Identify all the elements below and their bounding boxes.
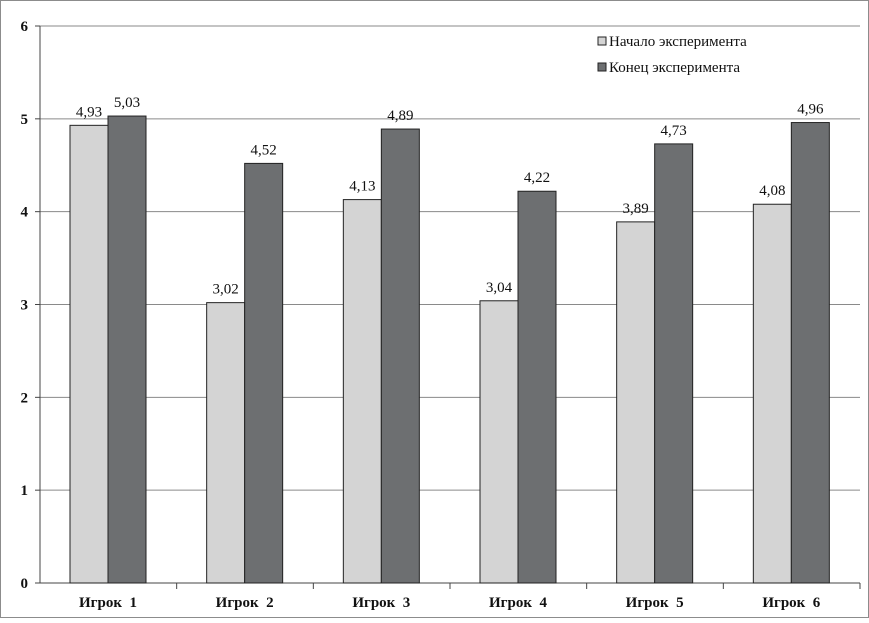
legend-swatch	[597, 36, 607, 46]
data-label: 4,96	[797, 102, 824, 118]
legend-label: Конец эксперимента	[609, 60, 740, 76]
data-label: 3,04	[486, 280, 513, 296]
bar	[790, 122, 830, 584]
y-tick-label: 6	[21, 19, 29, 35]
y-tick-label: 5	[21, 112, 29, 128]
x-tick-label: Игрок 3	[352, 595, 410, 611]
data-label: 3,89	[623, 201, 649, 217]
x-tick-label: Игрок 4	[489, 595, 547, 611]
data-label: 4,89	[387, 108, 413, 124]
bar	[654, 143, 694, 584]
x-tick-label: Игрок 2	[216, 595, 274, 611]
bar	[517, 190, 557, 584]
data-label: 3,02	[213, 282, 239, 298]
y-tick-label: 4	[21, 205, 29, 221]
bar	[206, 302, 246, 584]
bar	[380, 128, 420, 584]
y-tick-label: 3	[21, 298, 29, 314]
bar	[244, 162, 284, 584]
data-label: 4,22	[524, 170, 550, 186]
bar	[107, 115, 147, 584]
x-tick-label: Игрок 6	[762, 595, 820, 611]
x-tick-label: Игрок 5	[626, 595, 684, 611]
data-label: 4,08	[759, 183, 785, 199]
legend-swatch	[597, 62, 607, 72]
data-label: 5,03	[114, 95, 140, 111]
legend-label: Начало эксперимента	[609, 34, 747, 50]
bar	[69, 124, 109, 584]
data-label: 4,52	[251, 142, 277, 158]
bar	[616, 221, 656, 584]
y-tick-label: 2	[21, 390, 29, 406]
bar	[479, 300, 519, 584]
data-label: 4,13	[349, 179, 375, 195]
bar	[342, 199, 382, 584]
bar	[752, 203, 792, 584]
data-label: 4,73	[661, 123, 687, 139]
y-tick-label: 1	[21, 483, 29, 499]
data-label: 4,93	[76, 104, 102, 120]
y-tick-label: 0	[21, 576, 29, 592]
x-tick-label: Игрок 1	[79, 595, 137, 611]
